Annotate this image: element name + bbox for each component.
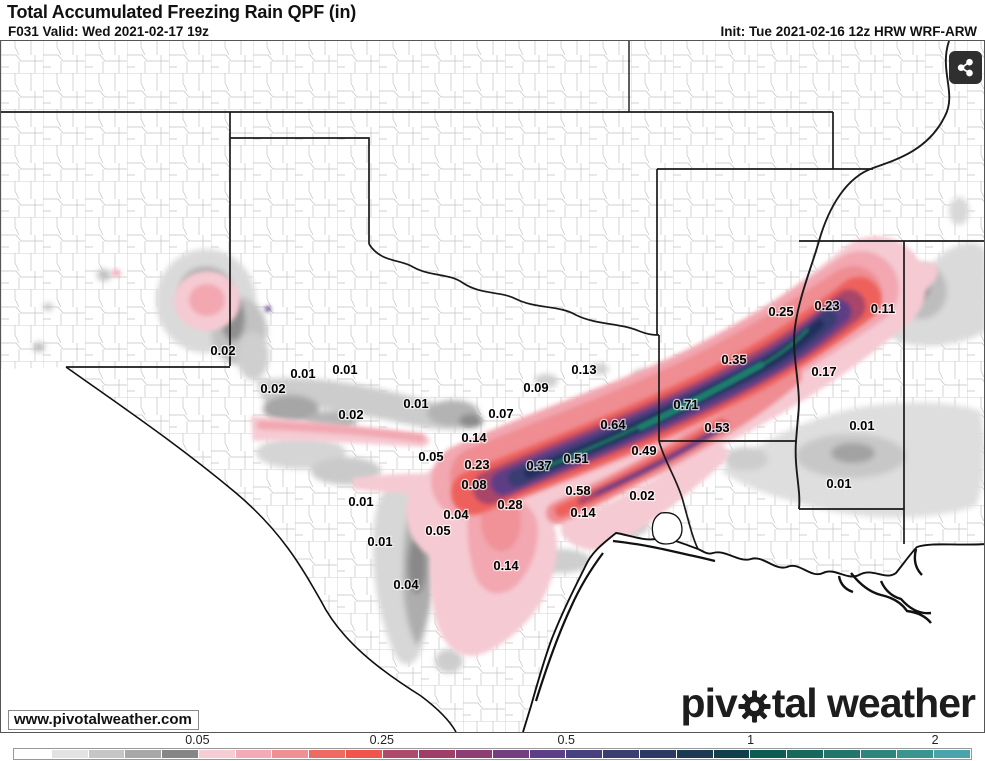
map-value-label: 0.14 bbox=[461, 430, 487, 445]
colorbar-segment bbox=[198, 750, 235, 758]
map-value-label: 0.01 bbox=[332, 362, 357, 377]
colorbar-segment bbox=[713, 750, 750, 758]
map-value-label: 0.17 bbox=[811, 364, 836, 379]
map-value-label: 0.01 bbox=[348, 494, 373, 509]
map-value-label: 0.35 bbox=[721, 352, 746, 367]
map-value-label: 0.04 bbox=[393, 577, 419, 592]
map-value-label: 0.28 bbox=[497, 497, 522, 512]
colorbar-segment bbox=[529, 750, 566, 758]
share-icon bbox=[957, 58, 973, 77]
colorbar-segment bbox=[309, 750, 345, 758]
map-value-label: 0.01 bbox=[826, 476, 851, 491]
map-value-label: 0.08 bbox=[461, 477, 486, 492]
map-value-label: 0.07 bbox=[488, 406, 513, 421]
map-value-label: 0.02 bbox=[629, 488, 654, 503]
map-value-label: 0.01 bbox=[403, 396, 428, 411]
share-button[interactable] bbox=[949, 51, 982, 84]
map-value-label: 0.01 bbox=[290, 366, 315, 381]
map-value-label: 0.23 bbox=[814, 298, 839, 313]
colorbar-tick-labels: 0.05 0.25 0.5 1 2 bbox=[13, 733, 972, 748]
map-value-label: 0.58 bbox=[565, 483, 590, 498]
colorbar-segment bbox=[750, 750, 787, 758]
map-value-label: 0.01 bbox=[849, 418, 874, 433]
colorbar-segment bbox=[419, 750, 456, 758]
colorbar-segment bbox=[492, 750, 529, 758]
colorbar-segment bbox=[235, 750, 272, 758]
forecast-map[interactable]: 0.02 0.01 0.01 0.02 0.02 0.01 0.09 0.13 0.07 0.14… bbox=[0, 40, 985, 733]
colorbar-segment bbox=[897, 750, 934, 758]
colorbar-segment bbox=[15, 750, 51, 758]
map-value-label: 0.09 bbox=[523, 380, 548, 395]
init-label: Init: Tue 2021-02-16 12z HRW WRF-ARW bbox=[720, 24, 977, 39]
colorbar-tick-label: 0.25 bbox=[369, 733, 394, 747]
colorbar-segment bbox=[382, 750, 419, 758]
gear-icon bbox=[738, 690, 771, 723]
colorbar-tick-label: 1 bbox=[747, 733, 755, 747]
map-value-label: 0.64 bbox=[600, 417, 626, 432]
map-value-label: 0.51 bbox=[563, 451, 588, 466]
coastline bbox=[65, 366, 984, 732]
map-value-label: 0.37 bbox=[526, 458, 551, 473]
map-value-label: 0.05 bbox=[425, 523, 450, 538]
watermark-url: www.pivotalweather.com bbox=[8, 710, 199, 730]
map-value-label: 0.13 bbox=[571, 362, 596, 377]
map-value-label: 0.53 bbox=[704, 420, 729, 435]
colorbar-tick-label: 0.5 bbox=[557, 733, 575, 747]
colorbar-segment bbox=[603, 750, 640, 758]
map-value-label: 0.04 bbox=[443, 507, 469, 522]
map-value-label: 0.25 bbox=[768, 304, 793, 319]
colorbar-segment bbox=[456, 750, 492, 758]
value-labels-layer: 0.020.01 0.010.020.020.010.090.130.070.14… bbox=[209, 297, 896, 594]
colorbar-segment bbox=[566, 750, 603, 758]
page-title: Total Accumulated Freezing Rain QPF (in) bbox=[7, 2, 357, 22]
colorbar-segment bbox=[934, 750, 970, 758]
core-shading bbox=[543, 327, 810, 470]
pivotal-weather-logo: piv tal weather bbox=[680, 680, 976, 726]
map-value-label: 0.02 bbox=[260, 381, 285, 396]
colorbar-segment bbox=[272, 750, 309, 758]
colorbar-segment bbox=[676, 750, 713, 758]
colorbar bbox=[13, 748, 972, 760]
map-value-label: 0.71 bbox=[673, 397, 698, 412]
forecast-meta-row: F031 Valid: Wed 2021-02-17 19z Init: Tue… bbox=[7, 24, 978, 39]
colorbar-segment bbox=[162, 750, 198, 758]
map-value-label: 0.23 bbox=[464, 457, 489, 472]
map-value-label: 0.14 bbox=[493, 558, 519, 573]
logo-text-post: tal weather bbox=[771, 680, 976, 726]
map-value-label: 0.14 bbox=[570, 505, 596, 520]
map-value-label: 0.05 bbox=[418, 449, 443, 464]
colorbar-segment bbox=[125, 750, 162, 758]
map-canvas: 0.020.01 0.010.020.020.010.090.130.070.14… bbox=[1, 41, 984, 732]
map-value-label: 0.02 bbox=[210, 343, 235, 358]
qpf-shading-layer bbox=[23, 197, 984, 673]
colorbar-tick-label: 2 bbox=[931, 733, 939, 747]
frame-valid-label: F031 Valid: Wed 2021-02-17 19z bbox=[8, 24, 209, 39]
colorbar-tick-label: 0.05 bbox=[185, 733, 210, 747]
colorbar-segment bbox=[860, 750, 897, 758]
colorbar-segment bbox=[345, 750, 382, 758]
colorbar-segment bbox=[51, 750, 88, 758]
map-value-label: 0.02 bbox=[338, 407, 363, 422]
state-borders bbox=[1, 41, 984, 550]
colorbar-segment bbox=[823, 750, 860, 758]
colorbar-segment bbox=[88, 750, 125, 758]
map-value-label: 0.01 bbox=[367, 534, 392, 549]
map-value-label: 0.11 bbox=[871, 301, 896, 316]
logo-text-pre: piv bbox=[680, 680, 738, 726]
map-value-label: 0.49 bbox=[631, 443, 656, 458]
colorbar-segment bbox=[787, 750, 823, 758]
colorbar-segment bbox=[640, 750, 676, 758]
